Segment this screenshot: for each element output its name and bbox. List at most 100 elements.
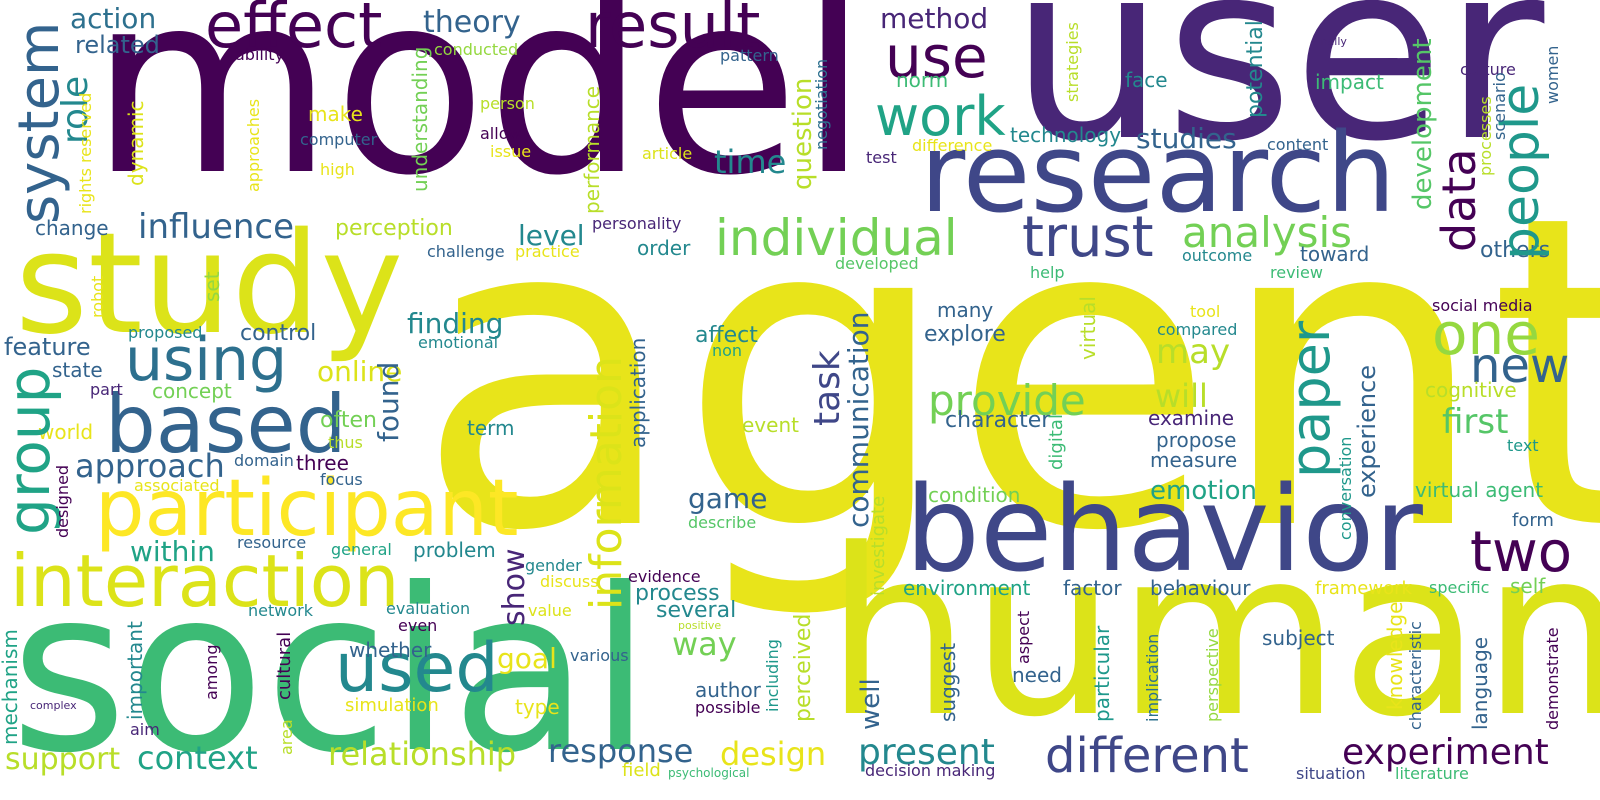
word-investigate: investigate [868, 495, 889, 596]
word-environment: environment [903, 576, 1031, 600]
word-technology: technology [1010, 123, 1122, 147]
word-design: design [720, 735, 827, 773]
word-type: type [515, 695, 560, 719]
word-emotion: emotion [1150, 476, 1258, 506]
word-network: network [248, 601, 313, 620]
word-used: used [335, 629, 499, 708]
word-area: area [277, 719, 296, 755]
word-designed: designed [53, 464, 72, 538]
word-many: many [937, 298, 994, 322]
word-show: show [497, 548, 532, 626]
word-mechanism: mechanism [0, 629, 22, 745]
word-robot: robot [88, 275, 107, 318]
word-behaviour: behaviour [1150, 576, 1251, 600]
word-literature: literature [1395, 764, 1469, 783]
word-process: process [635, 581, 720, 606]
word-content: content [1267, 135, 1329, 154]
word-impact: impact [1315, 70, 1384, 94]
word-part: part [90, 380, 123, 399]
word-work: work [875, 85, 1006, 148]
word-person: person [480, 94, 535, 113]
word-demonstrate: demonstrate [1543, 627, 1562, 730]
word-language: language [1468, 636, 1492, 730]
word-proposed: proposed [128, 323, 203, 342]
word-test: test [866, 148, 897, 167]
word-value: value [528, 601, 572, 620]
word-model: model [90, 0, 869, 230]
word-culture: culture [1460, 60, 1516, 79]
word-examine: examine [1148, 406, 1235, 430]
word-perception: perception [335, 216, 453, 241]
word-among: among [202, 644, 221, 700]
word-situation: situation [1296, 764, 1366, 783]
word-information: information [581, 356, 632, 610]
word-allow: allow [480, 124, 522, 143]
word-domain: domain [234, 451, 294, 470]
word-outcome: outcome [1182, 246, 1253, 265]
word-important: important [123, 621, 147, 720]
word-using: using [125, 325, 288, 395]
word-online: online [317, 355, 403, 388]
word-individual: individual [715, 209, 958, 267]
word-form: form [1512, 510, 1554, 531]
word-evidence: evidence [628, 567, 701, 586]
word-personality: personality [592, 214, 682, 233]
word-characteristic: characteristic [1406, 621, 1425, 730]
word-condition: condition [928, 483, 1021, 507]
word-social: social [10, 541, 652, 800]
word-several: several [656, 598, 737, 623]
word-agent: agent [415, 125, 1600, 625]
word-focus: focus [320, 470, 363, 489]
word-social-media: social media [1432, 296, 1533, 315]
word-self: self [1510, 574, 1546, 598]
word-often: often [320, 408, 377, 433]
word-action: action [70, 2, 157, 35]
word-general: general [331, 540, 392, 559]
word-make: make [308, 102, 363, 126]
word-set: set [200, 271, 224, 302]
word-feature: feature [4, 333, 91, 361]
word-high: high [320, 160, 355, 179]
word-thus: thus [328, 433, 363, 452]
word-influence: influence [138, 207, 295, 247]
word-research: research [920, 109, 1396, 237]
word-aspect: aspect [1014, 610, 1033, 664]
word-performance: performance [580, 85, 604, 214]
word-term: term [467, 416, 515, 440]
word-developed: developed [835, 254, 919, 273]
word-will: will [1155, 377, 1208, 415]
word-found: found [372, 361, 405, 442]
word-even: even [398, 616, 438, 635]
word-different: different [1045, 728, 1249, 784]
word-women: women [1543, 45, 1562, 104]
word-analysis: analysis [1182, 208, 1353, 257]
word-character: character [945, 408, 1051, 433]
word-one: one [1432, 300, 1540, 368]
word-human: human [825, 501, 1600, 768]
word-toward: toward [1300, 242, 1370, 266]
word-development: development [1408, 38, 1438, 210]
word-potential: potential [1243, 20, 1268, 118]
word-describe: describe [688, 513, 757, 532]
word-effect: effect [205, 0, 383, 62]
word-conversation: conversation [1336, 436, 1355, 540]
word-studies: studies [1136, 122, 1237, 155]
word-virtual: virtual [1076, 296, 1100, 360]
word-goal: goal [497, 642, 557, 675]
word-level: level [518, 219, 585, 252]
word-tool: tool [1190, 302, 1221, 321]
word-propose: propose [1156, 428, 1237, 452]
word-face: face [1125, 68, 1168, 92]
word-simulation: simulation [345, 695, 439, 716]
word-three: three [296, 451, 349, 475]
word-dynamic: dynamic [124, 100, 148, 187]
word-perspective: perspective [1203, 628, 1222, 722]
word-application: application [626, 337, 650, 448]
word-issue: issue [490, 142, 532, 161]
word-review: review [1270, 263, 1323, 282]
word-way: way [672, 625, 737, 663]
word-provide: provide [928, 376, 1086, 425]
word-whether: whether [349, 638, 432, 662]
word-compared: compared [1157, 320, 1238, 339]
